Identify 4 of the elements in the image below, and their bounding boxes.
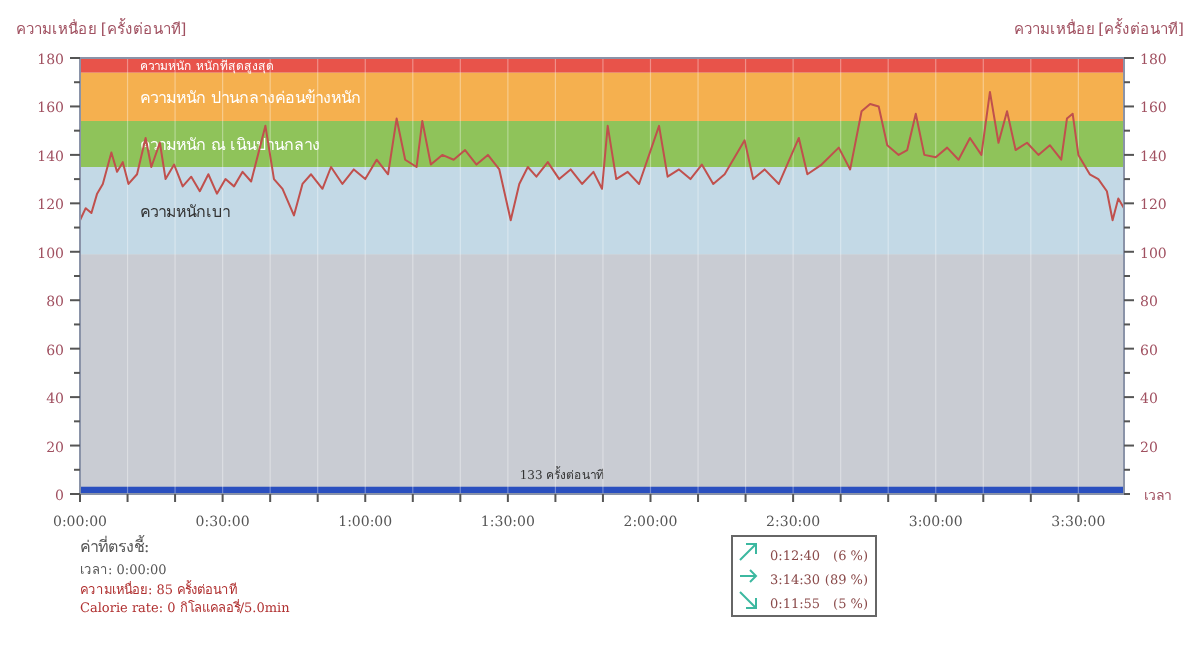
line-series [79, 90, 1125, 222]
band-label: ความหนัก ปานกลางค่อนข้างหนัก [140, 88, 362, 107]
text: ค่าที่ตรงชี้: [80, 534, 150, 556]
band-label: ความหนักเบา [140, 202, 230, 221]
